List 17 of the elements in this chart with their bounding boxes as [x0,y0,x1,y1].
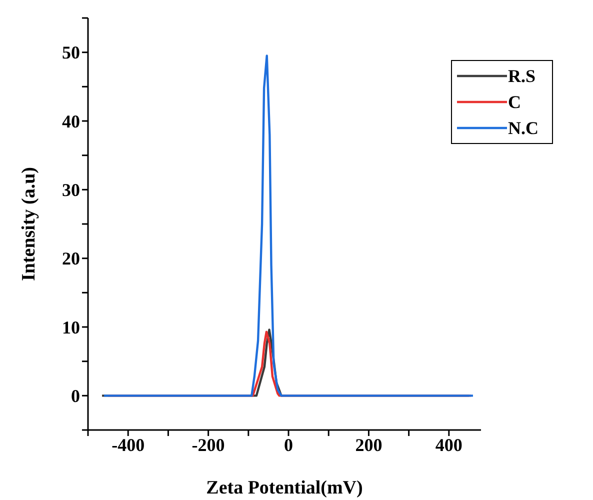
y-tick-label: 20 [62,248,80,269]
x-tick-label: 200 [355,434,382,455]
x-tick-label: 0 [284,434,294,455]
x-axis-title: Zeta Potential(mV) [206,477,363,498]
x-tick-label: 400 [435,434,462,455]
y-tick-label: 50 [62,42,80,63]
line-series [102,54,474,397]
x-tick-label: -200 [192,434,225,455]
y-tick-label: 10 [62,317,80,338]
legend-label: N.C [508,118,538,138]
legend-label: R.S [508,66,536,86]
legend-label: C [508,92,521,112]
y-tick-label: 40 [62,111,80,132]
y-tick-label: 0 [71,386,80,406]
y-axis-title: Intensity (a.u) [18,166,40,282]
x-tick-label: -400 [112,434,145,455]
y-tick-label: 30 [62,180,80,200]
